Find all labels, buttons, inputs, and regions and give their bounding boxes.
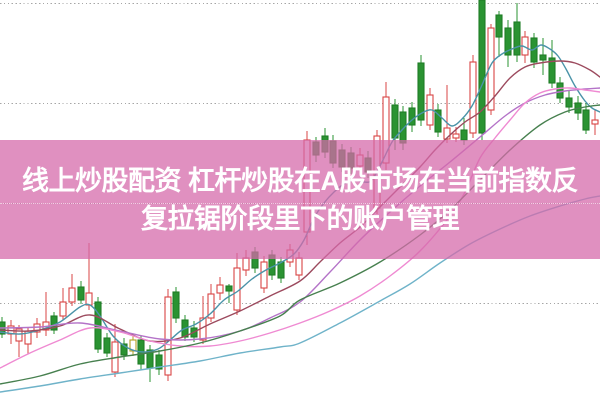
candle-body [225,285,233,292]
candle-body [172,291,180,319]
candle-body [548,57,556,84]
candle-body [85,292,93,306]
candle-body [277,261,285,279]
candle-body [59,301,67,317]
candle-body [408,107,416,126]
candle-body [260,261,268,289]
candle-body [591,119,599,125]
headline-line-2: 复拉锯阶段里下的账户管理 [141,203,460,234]
candle-body [556,82,564,99]
banner-gridline [0,203,600,204]
candle-body [469,61,477,134]
candle-body [487,27,495,111]
candle-body [478,0,486,134]
candle-body [539,54,547,61]
candle-body [33,323,41,333]
candle-body [164,296,172,376]
candle-body [434,109,442,133]
headline-banner: 线上炒股配资 杠杆炒股在A股市场在当前指数反 复拉锯阶段里下的账户管理 [0,140,600,259]
candle-body [495,14,503,38]
candle-body [207,293,215,319]
ma-dark-green [0,104,600,385]
candle-body [233,267,241,311]
candle-body [216,284,224,294]
candle-body [68,287,76,303]
candle-body [155,354,163,370]
candle-body [77,286,85,301]
candle-body [513,21,521,56]
candle-body [443,127,451,140]
candle-body [242,257,250,271]
candle-body [565,97,573,108]
candle-body [452,133,460,139]
candle-body [504,27,512,56]
candle-body [295,257,303,276]
ma-pink [0,87,600,369]
candle-body [460,129,468,141]
candle-body [417,62,425,121]
headline-line-1: 线上炒股配资 杠杆炒股在A股市场在当前指数反 [22,165,579,196]
candle-body [129,339,137,352]
candle-body [103,337,111,354]
candle-body [391,104,399,139]
candle-body [582,109,590,131]
candle-body [120,343,128,356]
candle-body [15,328,23,342]
